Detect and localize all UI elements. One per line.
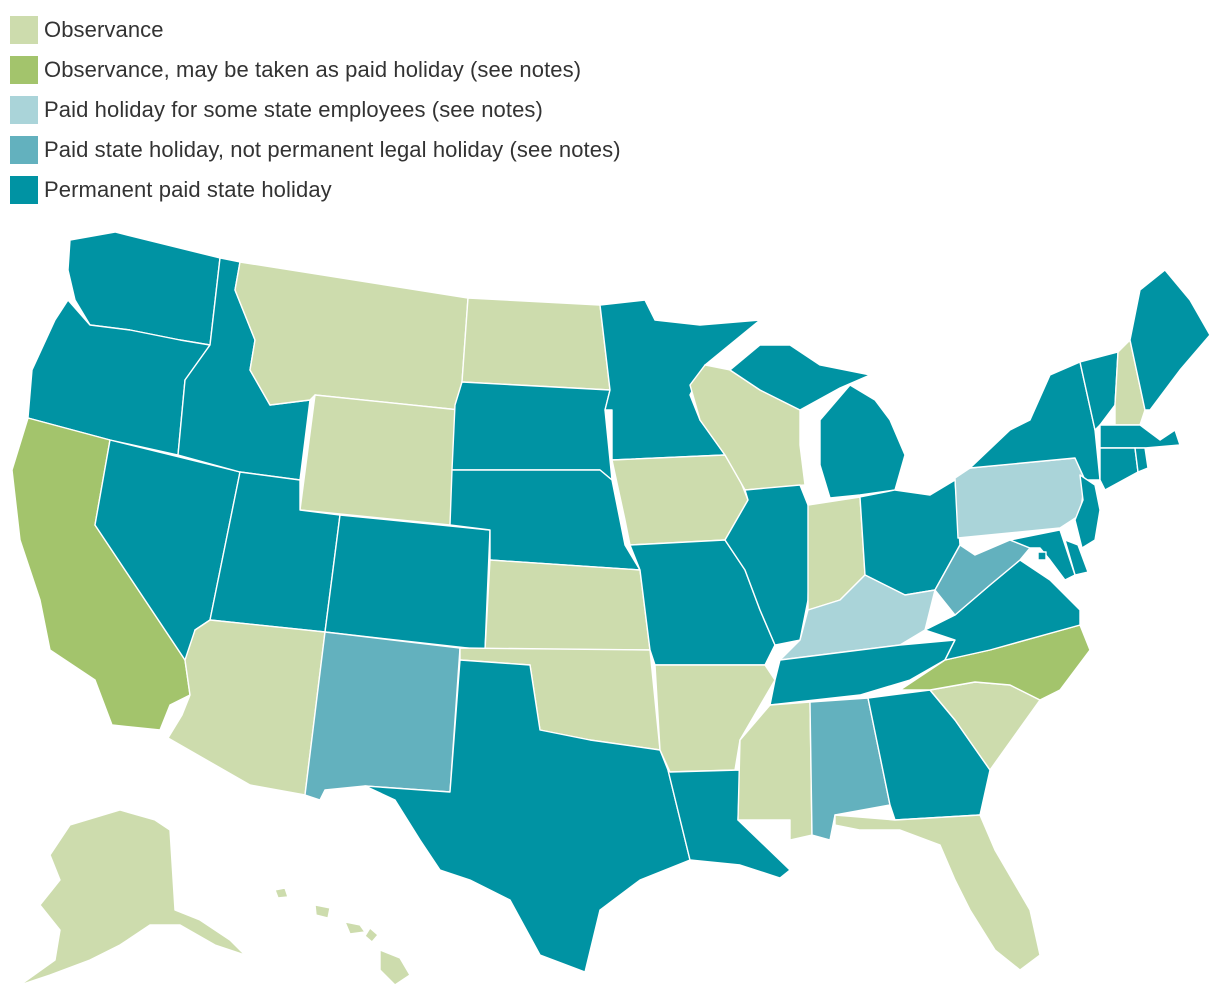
legend-item-paid-not-permanent: Paid state holiday, not permanent legal …: [10, 130, 621, 170]
legend-swatch: [10, 176, 38, 204]
state-ma[interactable]: [1099, 424, 1181, 449]
state-mi-lower[interactable]: [819, 384, 906, 499]
legend-swatch: [10, 56, 38, 84]
legend-swatch: [10, 96, 38, 124]
state-ny[interactable]: [969, 361, 1101, 481]
state-md[interactable]: [1009, 529, 1076, 581]
state-mt[interactable]: [234, 261, 469, 411]
state-fl[interactable]: [834, 814, 1041, 971]
legend: Observance Observance, may be taken as p…: [10, 10, 621, 210]
legend-swatch: [10, 16, 38, 44]
state-hi-2[interactable]: [314, 904, 331, 919]
state-az[interactable]: [167, 619, 326, 796]
state-wi[interactable]: [689, 364, 806, 491]
state-ia[interactable]: [611, 454, 749, 546]
legend-label: Observance: [44, 17, 164, 42]
legend-swatch: [10, 136, 38, 164]
state-il[interactable]: [724, 484, 811, 646]
state-tn[interactable]: [769, 639, 956, 706]
state-wy[interactable]: [299, 394, 461, 526]
state-ri[interactable]: [1134, 447, 1149, 473]
legend-item-observance: Observance: [10, 10, 621, 50]
state-hi-4[interactable]: [364, 927, 379, 943]
legend-item-observance-paid: Observance, may be taken as paid holiday…: [10, 50, 621, 90]
state-hi-3[interactable]: [344, 921, 366, 935]
state-dc[interactable]: [1037, 551, 1047, 561]
state-nm[interactable]: [304, 631, 461, 801]
state-hi-1[interactable]: [274, 887, 289, 899]
state-tx[interactable]: [364, 659, 691, 973]
state-nd[interactable]: [461, 297, 611, 391]
state-me[interactable]: [1129, 269, 1211, 411]
legend-label: Observance, may be taken as paid holiday…: [44, 57, 582, 82]
state-pa[interactable]: [954, 457, 1086, 539]
legend-item-permanent: Permanent paid state holiday: [10, 170, 621, 210]
state-mi[interactable]: [729, 344, 871, 411]
legend-label: Paid holiday for some state employees (s…: [44, 97, 543, 122]
state-hi-5[interactable]: [379, 949, 411, 986]
legend-label: Permanent paid state holiday: [44, 177, 332, 202]
state-ar[interactable]: [654, 664, 776, 773]
state-ks[interactable]: [484, 559, 651, 651]
state-ct[interactable]: [1099, 447, 1139, 491]
state-co[interactable]: [324, 514, 491, 651]
state-sd[interactable]: [451, 381, 613, 481]
state-ak[interactable]: [19, 809, 246, 986]
legend-label: Paid state holiday, not permanent legal …: [44, 137, 621, 162]
state-vt[interactable]: [1079, 351, 1119, 431]
state-nj[interactable]: [1074, 474, 1101, 549]
legend-item-paid-some: Paid holiday for some state employees (s…: [10, 90, 621, 130]
state-mn[interactable]: [599, 299, 761, 461]
